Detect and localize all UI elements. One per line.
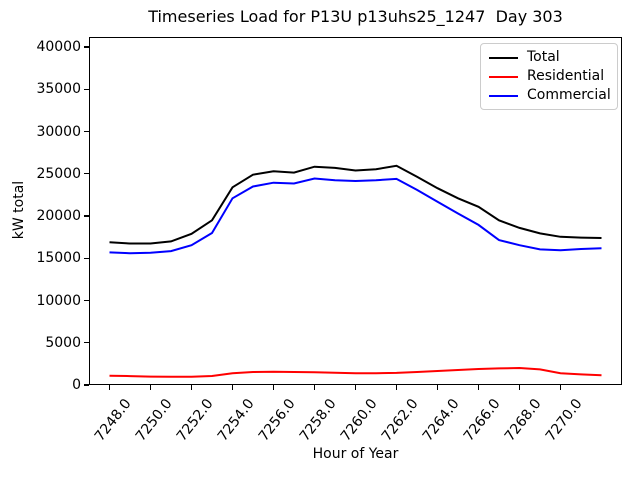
legend-line-sample (489, 75, 518, 78)
x-tick-mark (559, 385, 562, 390)
y-tick-label: 35000 (36, 81, 81, 98)
legend-entry: Commercial (489, 87, 611, 104)
y-tick-mark (84, 342, 89, 344)
y-axis-label: kW total (11, 180, 27, 240)
x-tick-mark (354, 385, 357, 390)
x-tick-mark (190, 385, 193, 390)
y-tick-mark (84, 173, 89, 175)
y-tick-label: 0 (72, 377, 81, 393)
legend-line-sample (489, 94, 518, 97)
legend-entry: Total (489, 49, 609, 66)
y-tick-label: 5000 (45, 334, 81, 351)
x-tick-mark (149, 385, 152, 390)
y-tick-mark (84, 257, 89, 259)
y-tick-label: 40000 (36, 39, 81, 56)
y-tick-mark (84, 130, 89, 133)
legend-entry-label: Commercial (527, 87, 611, 103)
y-tick-label: 30000 (36, 123, 81, 140)
series-line-total (109, 164, 602, 245)
x-tick-mark (518, 385, 521, 390)
legend: Total Residential Commercial (480, 43, 618, 110)
y-tick-mark (84, 215, 89, 217)
y-tick-mark (84, 88, 89, 91)
x-tick-mark (395, 385, 398, 390)
series-line-residential (109, 366, 602, 378)
y-tick-label: 25000 (36, 165, 81, 182)
y-tick-mark (84, 384, 89, 386)
x-tick-mark (231, 385, 234, 390)
x-tick-mark (272, 385, 275, 390)
x-tick-mark (436, 385, 439, 390)
x-tick-mark (477, 385, 480, 390)
x-axis-label: Hour of Year (312, 446, 399, 462)
legend-entry: Residential (489, 68, 609, 85)
y-tick-label: 15000 (36, 250, 81, 267)
legend-entry-label: Residential (527, 68, 605, 84)
chart-title: Timeseries Load for P13U p13uhs25_1247 D… (148, 7, 563, 26)
series-line-commercial (109, 177, 602, 255)
y-tick-label: 10000 (36, 292, 81, 309)
series-lines (109, 164, 602, 378)
x-tick-mark (313, 385, 316, 390)
legend-line-sample (489, 56, 518, 59)
x-tick-mark (108, 385, 111, 390)
y-tick-mark (84, 46, 89, 48)
legend-entry-label: Total (527, 49, 560, 65)
y-tick-mark (84, 299, 89, 302)
y-tick-label: 20000 (36, 208, 81, 225)
